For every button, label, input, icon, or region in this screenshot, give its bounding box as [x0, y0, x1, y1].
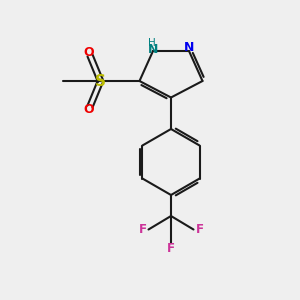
Text: O: O [83, 46, 94, 59]
Text: F: F [167, 242, 175, 256]
Text: O: O [83, 103, 94, 116]
Text: F: F [139, 223, 146, 236]
Text: S: S [95, 74, 106, 88]
Text: N: N [148, 43, 158, 56]
Text: F: F [196, 223, 203, 236]
Text: H: H [148, 38, 155, 48]
Text: N: N [184, 41, 194, 54]
